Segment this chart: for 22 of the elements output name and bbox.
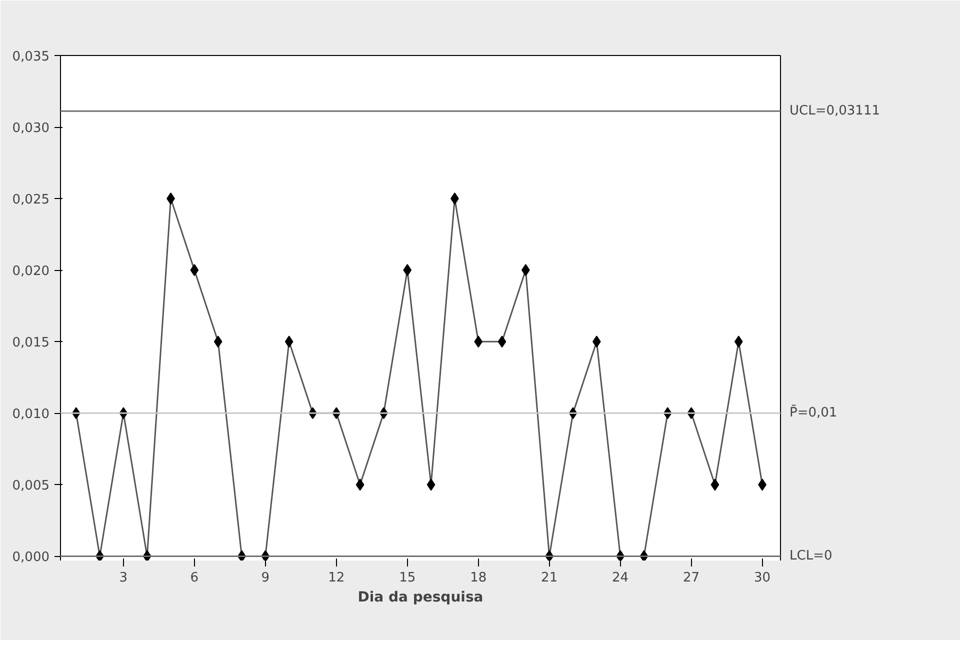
x-tick-label: 6 (190, 570, 199, 586)
ref-line-label: P̄=0,01 (790, 404, 838, 421)
y-tick-label: 0,015 (12, 336, 50, 351)
x-tick-label: 27 (683, 570, 700, 586)
y-tick-label: 0,035 (12, 50, 50, 64)
x-tick-label: 15 (399, 570, 416, 586)
x-tick-label: 18 (470, 570, 487, 586)
x-tick-label: 30 (754, 570, 771, 586)
y-tick-label: 0,005 (12, 478, 50, 494)
y-tick-label: 0,030 (12, 121, 50, 136)
x-tick-label: 24 (612, 570, 629, 586)
x-tick-label: 9 (261, 570, 270, 586)
y-tick-label: 0,010 (12, 407, 50, 422)
ref-line-label: UCL=0,03111 (790, 104, 880, 119)
ref-line-label: LCL=0 (790, 548, 832, 564)
x-tick-label: 12 (328, 570, 345, 586)
y-tick-label: 0,000 (12, 550, 50, 566)
x-tick-label: 21 (541, 570, 558, 586)
x-tick-label: 3 (119, 570, 128, 586)
y-tick-label: 0,020 (12, 264, 50, 280)
y-tick-label: 0,025 (12, 192, 50, 208)
x-axis-title: Dia da pesquisa (358, 590, 484, 606)
